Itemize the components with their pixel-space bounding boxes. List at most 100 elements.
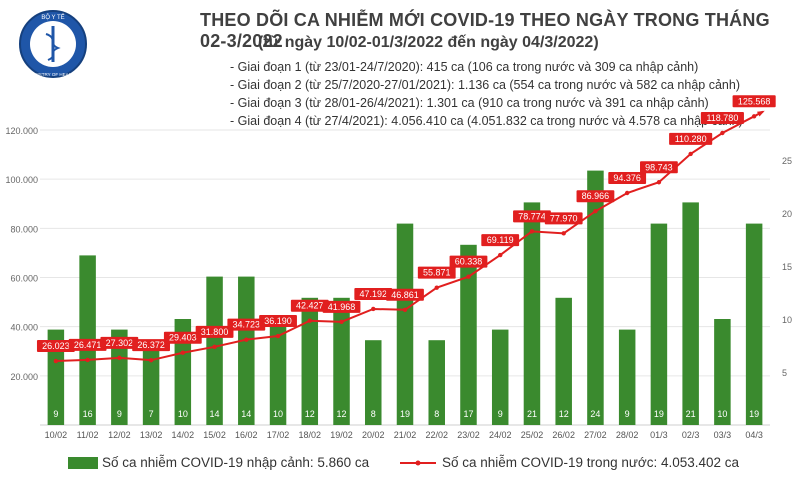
x-tick-label: 17/02 (267, 430, 290, 440)
line-point (720, 130, 725, 136)
bar (238, 276, 255, 425)
legend-line: Số ca nhiễm COVID-19 trong nước: 4.053.4… (398, 455, 739, 470)
line-point (624, 190, 630, 196)
line-value-label: 55.871 (423, 268, 451, 278)
logo-bottom-text: MINISTRY OF HEALTH (29, 72, 77, 77)
line-value-label: 29.403 (169, 333, 197, 343)
x-tick-label: 15/02 (203, 430, 226, 440)
line-value-label: 118.780 (706, 113, 738, 123)
line-value-label-box (669, 132, 713, 145)
line-value-label: 42.427 (296, 301, 324, 311)
legend-line-swatch (400, 460, 436, 466)
line-value-label-box (544, 212, 583, 225)
legend-line-label: Số ca nhiễm COVID-19 trong nước: 4.053.4… (442, 455, 740, 470)
bar-value-label: 14 (241, 409, 251, 419)
line-value-label-box (354, 287, 393, 300)
bar-value-label: 21 (686, 409, 696, 419)
x-tick-label: 16/02 (235, 430, 258, 440)
line-value-label-box (132, 339, 170, 352)
logo-top-text: BỘ Y TẾ (41, 14, 64, 21)
line-value-label: 86.966 (582, 191, 610, 201)
line-point (85, 357, 90, 363)
x-tick-label: 04/3 (745, 430, 763, 440)
left-axis-tick-label: 120.000 (5, 126, 38, 136)
ministry-of-health-logo: BỘ Y TẾ MINISTRY OF HEALTH (19, 10, 87, 78)
bar-value-label: 10 (717, 409, 727, 419)
bar (555, 297, 572, 425)
bar-value-label: 21 (527, 409, 537, 419)
line-value-label-box (36, 340, 75, 353)
line-value-label: 98.743 (645, 162, 673, 172)
line-point (529, 229, 535, 234)
left-axis-tick-label: 60.000 (10, 274, 38, 284)
line-value-label: 110.280 (675, 134, 707, 144)
bar-value-label: 14 (210, 409, 220, 419)
line-value-label: 27.302 (106, 338, 134, 348)
bar (269, 319, 287, 425)
line-point (180, 350, 186, 355)
bar-value-label: 9 (498, 409, 503, 419)
bar (682, 202, 699, 425)
x-tick-label: 13/02 (140, 430, 163, 440)
bar-value-label: 16 (83, 409, 93, 419)
line-value-label: 26.471 (74, 340, 102, 350)
bar (428, 340, 445, 425)
line-point (117, 355, 122, 361)
line-value-label: 77.970 (550, 213, 578, 223)
left-axis-tick-label: 20.000 (10, 372, 38, 382)
legend-bar-swatch (68, 457, 98, 470)
bar (174, 319, 192, 425)
line-point (148, 357, 154, 363)
bar (460, 244, 477, 425)
line-value-label-box (513, 210, 551, 223)
x-tick-label: 24/02 (489, 430, 512, 440)
right-axis-tick-label: 10 (782, 315, 792, 325)
line-point (244, 337, 249, 342)
line-value-label: 31.800 (201, 327, 229, 337)
line-value-label: 46.861 (391, 290, 419, 300)
bar-value-label: 19 (654, 409, 664, 419)
bar (365, 340, 382, 425)
line-point (434, 285, 439, 290)
bar-value-label: 24 (590, 409, 600, 419)
bar-value-label: 9 (117, 409, 122, 419)
x-tick-label: 11/02 (77, 430, 99, 440)
bar (142, 350, 160, 425)
legend-bars: Số ca nhiễm COVID-19 nhập cảnh: 5.860 ca (68, 455, 369, 470)
bar-value-label: 12 (337, 409, 347, 419)
line-arrow-head (756, 110, 765, 117)
line-value-label-box (322, 300, 361, 313)
bar (396, 223, 414, 425)
line-point (593, 209, 598, 214)
line-point (371, 306, 376, 312)
phase-item: - Giai đoạn 1 (từ 23/01-24/7/2020): 415 … (230, 60, 699, 74)
line-value-label-box (576, 190, 615, 203)
right-axis-tick-label: 15 (782, 262, 792, 272)
line-value-label-box (100, 336, 139, 349)
line-value-label-box (417, 266, 456, 279)
line-value-label: 94.376 (613, 173, 641, 183)
bar (650, 223, 668, 425)
phase-item: - Giai đoạn 4 (từ 27/4/2021): 4.056.410 … (230, 114, 743, 128)
line-point (53, 358, 59, 364)
bar (333, 297, 350, 425)
x-tick-label: 14/02 (172, 430, 195, 440)
bar-value-label: 12 (559, 409, 569, 419)
line-point (751, 114, 757, 119)
line-value-label: 26.023 (42, 341, 70, 351)
bar-value-label: 7 (149, 409, 154, 419)
line-value-label: 36.190 (264, 316, 292, 326)
line-point (466, 274, 471, 279)
bar-value-label: 17 (463, 409, 473, 419)
line-point (498, 252, 503, 258)
bar (587, 170, 604, 425)
bar-value-label: 9 (625, 409, 630, 419)
bar-value-label: 9 (53, 409, 58, 419)
x-tick-label: 21/02 (394, 430, 417, 440)
x-tick-label: 01/3 (650, 430, 668, 440)
line-value-label: 60.338 (455, 257, 483, 267)
bar-value-label: 10 (178, 409, 188, 419)
line-value-label: 26.372 (137, 340, 165, 350)
